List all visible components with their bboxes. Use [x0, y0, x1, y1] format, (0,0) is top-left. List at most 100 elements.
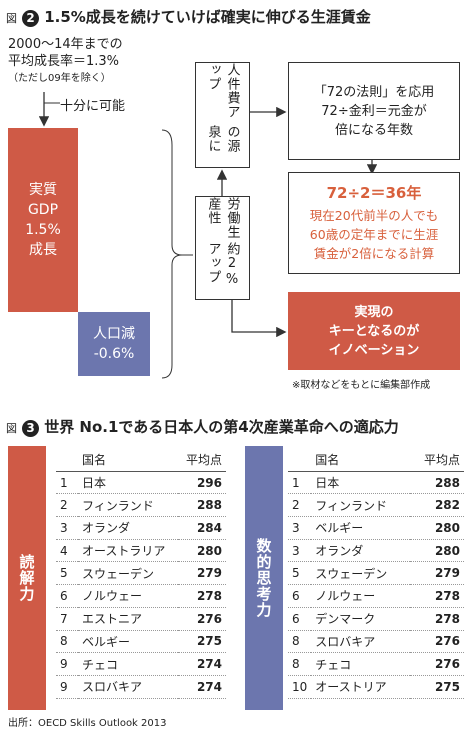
connectors: [38, 92, 378, 379]
gdp-box: 実質 GDP 1.5% 成長: [8, 128, 78, 312]
figure-number: 3: [22, 420, 40, 437]
box-text: キーとなるのが: [328, 323, 420, 339]
header-cell: 平均点: [177, 449, 226, 472]
figure3-heading: 図 3 世界 No.1である日本人の第4次産業革命への適応力: [6, 416, 399, 437]
rank: 7: [56, 607, 78, 631]
productivity-box: 労働生産性 約2%アップ: [195, 196, 250, 300]
score: 275: [409, 675, 464, 699]
score: 296: [177, 471, 226, 495]
score: 276: [177, 607, 226, 631]
country: ノルウェー: [78, 584, 178, 608]
country: 日本: [78, 471, 178, 495]
result-box: 72÷2＝36年 現在20代前半の人でも 60歳の定年までに生涯 賃金が2倍にな…: [288, 172, 460, 274]
table-row: 6 ノルウェー 278: [288, 584, 464, 608]
premise-line: 平均成長率＝1.3%: [8, 54, 120, 69]
header-cell: 国名: [311, 449, 410, 472]
country: デンマーク: [311, 607, 410, 631]
score: 288: [177, 493, 226, 518]
box-text: 賃金が2倍になる計算: [313, 245, 435, 261]
box-text: 現在20代前半の人でも: [309, 207, 439, 223]
country: ノルウェー: [311, 584, 410, 608]
box-text: 約2%アップ: [205, 242, 240, 289]
rule-box: 「72の法則」を応用 72÷金利＝元金が 倍になる年数: [288, 62, 460, 160]
table-row: 3 オランダ 280: [288, 539, 464, 563]
rank: 6: [288, 584, 312, 608]
source: 出所：OECD Skills Outlook 2013: [8, 718, 167, 729]
country: オランダ: [78, 516, 178, 540]
country: チェコ: [311, 652, 410, 676]
score: 278: [409, 607, 464, 631]
table-row: 2 フィンランド 288: [56, 493, 226, 518]
score: 280: [409, 539, 464, 563]
box-text: 人件費アップ: [205, 63, 240, 119]
table-row: 8 ベルギー 275: [56, 630, 226, 654]
category-band: 読解力: [8, 446, 46, 710]
header-row: 国名 平均点: [56, 449, 226, 472]
rank: 6: [288, 607, 312, 631]
box-text: 実現の: [354, 304, 394, 320]
rank: 5: [288, 561, 312, 586]
ranking-table: 国名 平均点 1 日本 296 2 フィンランド 288 3 オランダ 284 4 オーストラリア 280…: [56, 449, 226, 699]
country: エストニア: [78, 607, 178, 631]
table-row: 6 デンマーク 278: [288, 607, 464, 631]
gdp-text: 成長: [29, 242, 57, 258]
table-row: 9 チェコ 274: [56, 652, 226, 676]
figure2-heading: 図 2 1.5%成長を続けていけば確実に伸びる生涯賃金: [6, 6, 371, 27]
header-row: 国名 平均点: [288, 449, 464, 472]
country: フィンランド: [311, 493, 410, 518]
country: オーストリア: [311, 675, 410, 699]
table-row: 5 スウェーデン 279: [56, 561, 226, 586]
table-row: 6 ノルウェー 278: [56, 584, 226, 608]
country: フィンランド: [78, 493, 178, 518]
country: チェコ: [78, 652, 178, 676]
rank: 3: [56, 516, 78, 540]
table-row: 5 スウェーデン 279: [288, 561, 464, 586]
rank: 3: [288, 516, 312, 540]
header-cell: [288, 449, 312, 472]
table-row: 8 チェコ 276: [288, 652, 464, 676]
rank: 8: [288, 630, 312, 654]
score: 280: [409, 516, 464, 540]
country: スロバキア: [78, 675, 178, 699]
premise: 2000〜14年までの 平均成長率＝1.3% （ただし09年を除く）: [8, 36, 123, 87]
table-row: 2 フィンランド 282: [288, 493, 464, 518]
population-text: -0.6%: [93, 346, 135, 362]
country: ベルギー: [78, 630, 178, 654]
country: スロバキア: [311, 630, 410, 654]
source-box: 人件費アップ の源泉に: [195, 62, 250, 168]
box-text: の源泉に: [205, 125, 240, 154]
figure-number: 2: [22, 10, 40, 27]
box-text: 60歳の定年までに生涯: [309, 226, 439, 242]
gdp-text: GDP: [27, 202, 59, 218]
rank: 2: [56, 493, 78, 518]
box-text: イノベーション: [328, 342, 420, 358]
box-text: 「72の法則」を応用: [313, 84, 435, 100]
rank: 3: [288, 539, 312, 563]
country: オーストラリア: [78, 539, 178, 563]
table-row: 3 ベルギー 280: [288, 516, 464, 540]
premise-line: （ただし09年を除く）: [8, 73, 111, 84]
score: 275: [177, 630, 226, 654]
header-cell: 国名: [78, 449, 178, 472]
population-text: 人口減: [93, 326, 135, 342]
table-row: 9 スロバキア 274: [56, 675, 226, 699]
key-box: 実現の キーとなるのが イノベーション: [288, 292, 460, 370]
country: スウェーデン: [311, 561, 410, 586]
table-row: 1 日本 288: [288, 471, 464, 495]
rank: 6: [56, 584, 78, 608]
box-text: 倍になる年数: [334, 122, 413, 138]
score: 278: [409, 584, 464, 608]
score: 279: [177, 561, 226, 586]
population-box: 人口減 -0.6%: [78, 312, 150, 376]
gdp-text: 実質: [29, 182, 57, 198]
note: ※取材などをもとに編集部作成: [292, 380, 431, 391]
box-text: 労働生産性: [205, 197, 240, 239]
score: 276: [409, 652, 464, 676]
country: ベルギー: [311, 516, 410, 540]
score: 282: [409, 493, 464, 518]
table-row: 3 オランダ 284: [56, 516, 226, 540]
score: 284: [177, 516, 226, 540]
rank: 10: [288, 675, 312, 699]
premise-line: 2000〜14年までの: [8, 37, 123, 52]
